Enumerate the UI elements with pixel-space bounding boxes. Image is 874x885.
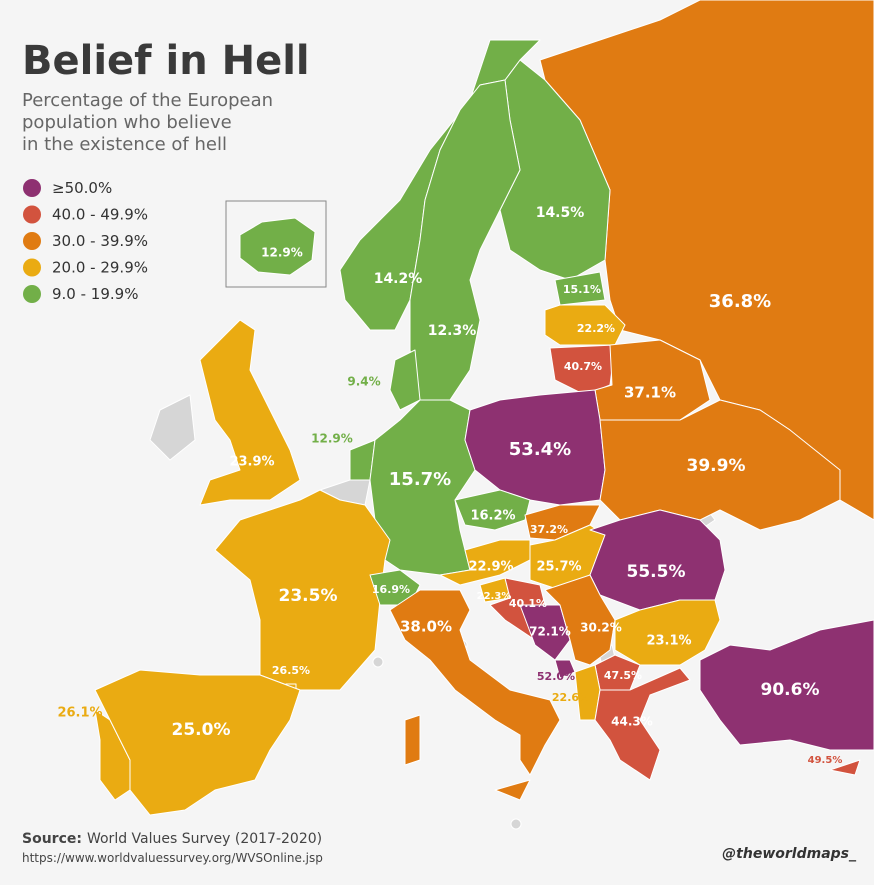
region <box>199 319 301 506</box>
region-label: 53.4% <box>509 439 571 460</box>
region-island <box>494 779 531 801</box>
region <box>239 217 316 276</box>
region-label: 14.5% <box>536 205 585 221</box>
region-label: 36.8% <box>709 291 771 312</box>
region-label: 22.2% <box>577 322 615 335</box>
region-label: 55.5% <box>627 562 686 582</box>
region <box>554 271 606 306</box>
legend-swatch <box>23 258 41 277</box>
source-url: https://www.worldvaluessurvey.org/WVSOnl… <box>22 851 323 865</box>
subtitle: Percentage of the European <box>22 90 273 111</box>
subtitle: population who believe <box>22 112 232 133</box>
iceland-inset-box <box>225 200 327 288</box>
region <box>589 509 726 611</box>
region-label: 26.5% <box>272 664 310 677</box>
legend-label: ≥50.0% <box>52 179 112 197</box>
region <box>389 349 421 411</box>
region-label: 40.7% <box>564 360 602 373</box>
region-label: 9.4% <box>347 375 380 389</box>
region-label: 22.6% <box>552 691 590 704</box>
ireland <box>149 394 196 461</box>
legend: ≥50.0% 40.0 - 49.9% 30.0 - 39.9% 20.0 - 29.… <box>23 179 148 303</box>
source-label: Source: <box>22 831 82 847</box>
monaco <box>372 656 384 668</box>
region-label: 30.2% <box>580 621 622 635</box>
subtitle: in the existence of hell <box>22 134 227 155</box>
region-label: 25.7% <box>536 560 581 575</box>
region-label: 47.5% <box>604 669 642 682</box>
region <box>409 79 521 401</box>
source: Source: World Values Survey (2017-2020) <box>22 831 322 847</box>
region-label: 72.1% <box>529 625 571 639</box>
region-label: 25.0% <box>172 720 231 740</box>
region <box>829 759 861 776</box>
region-label: 22.9% <box>468 560 513 575</box>
region <box>454 489 531 531</box>
region-label: 14.2% <box>374 271 423 287</box>
region-label: 26.1% <box>57 706 102 721</box>
region-labels: 36.8% 14.5% 12.9% 14.2% 12.3% 15.1% 22.2% 40.7%… <box>57 205 842 766</box>
region <box>544 574 616 666</box>
legend-label: 40.0 - 49.9% <box>52 206 148 224</box>
region <box>214 489 391 691</box>
legend-swatch <box>23 205 41 224</box>
region <box>439 539 531 586</box>
region-label: 12.3% <box>428 323 477 339</box>
region-label: 12.9% <box>261 246 303 260</box>
region-label: 16.9% <box>372 583 410 596</box>
region-label: 90.6% <box>761 680 820 700</box>
title: Belief in Hell <box>22 38 310 84</box>
region-label: 23.5% <box>279 586 338 606</box>
legend-swatch <box>23 179 41 197</box>
region <box>389 589 561 776</box>
region <box>599 399 841 531</box>
legend-swatch <box>23 285 41 303</box>
regions <box>94 0 874 816</box>
legend-label: 9.0 - 19.9% <box>52 285 138 303</box>
region-label: 37.2% <box>530 523 568 536</box>
region-label: 52.0% <box>537 670 575 683</box>
region-label: 12.9% <box>311 432 353 446</box>
region-label: 23.1% <box>646 634 691 649</box>
region-label: 38.0% <box>400 618 452 636</box>
region <box>544 304 626 346</box>
region-label: 15.1% <box>563 283 601 296</box>
region-label: 16.2% <box>470 509 515 524</box>
legend-label: 20.0 - 29.9% <box>52 259 148 277</box>
region <box>699 619 874 751</box>
region-label: 49.5% <box>808 755 843 766</box>
legend-label: 30.0 - 39.9% <box>52 232 148 250</box>
legend-swatch <box>23 232 41 250</box>
region-label: 15.7% <box>389 469 451 490</box>
handle: @theworldmaps_ <box>722 846 857 862</box>
region-label: 40.1% <box>509 597 547 610</box>
region-island <box>404 714 421 766</box>
region-label: 23.9% <box>229 455 274 470</box>
region-label: 22.3% <box>477 591 512 602</box>
region-label: 37.1% <box>624 384 676 402</box>
region <box>614 599 721 666</box>
region-label: 44.3% <box>611 715 653 729</box>
region-label: 39.9% <box>687 456 746 476</box>
region <box>94 669 301 816</box>
region <box>594 667 691 781</box>
malta <box>510 818 522 830</box>
region <box>519 604 571 661</box>
source-text: World Values Survey (2017-2020) <box>87 831 322 847</box>
